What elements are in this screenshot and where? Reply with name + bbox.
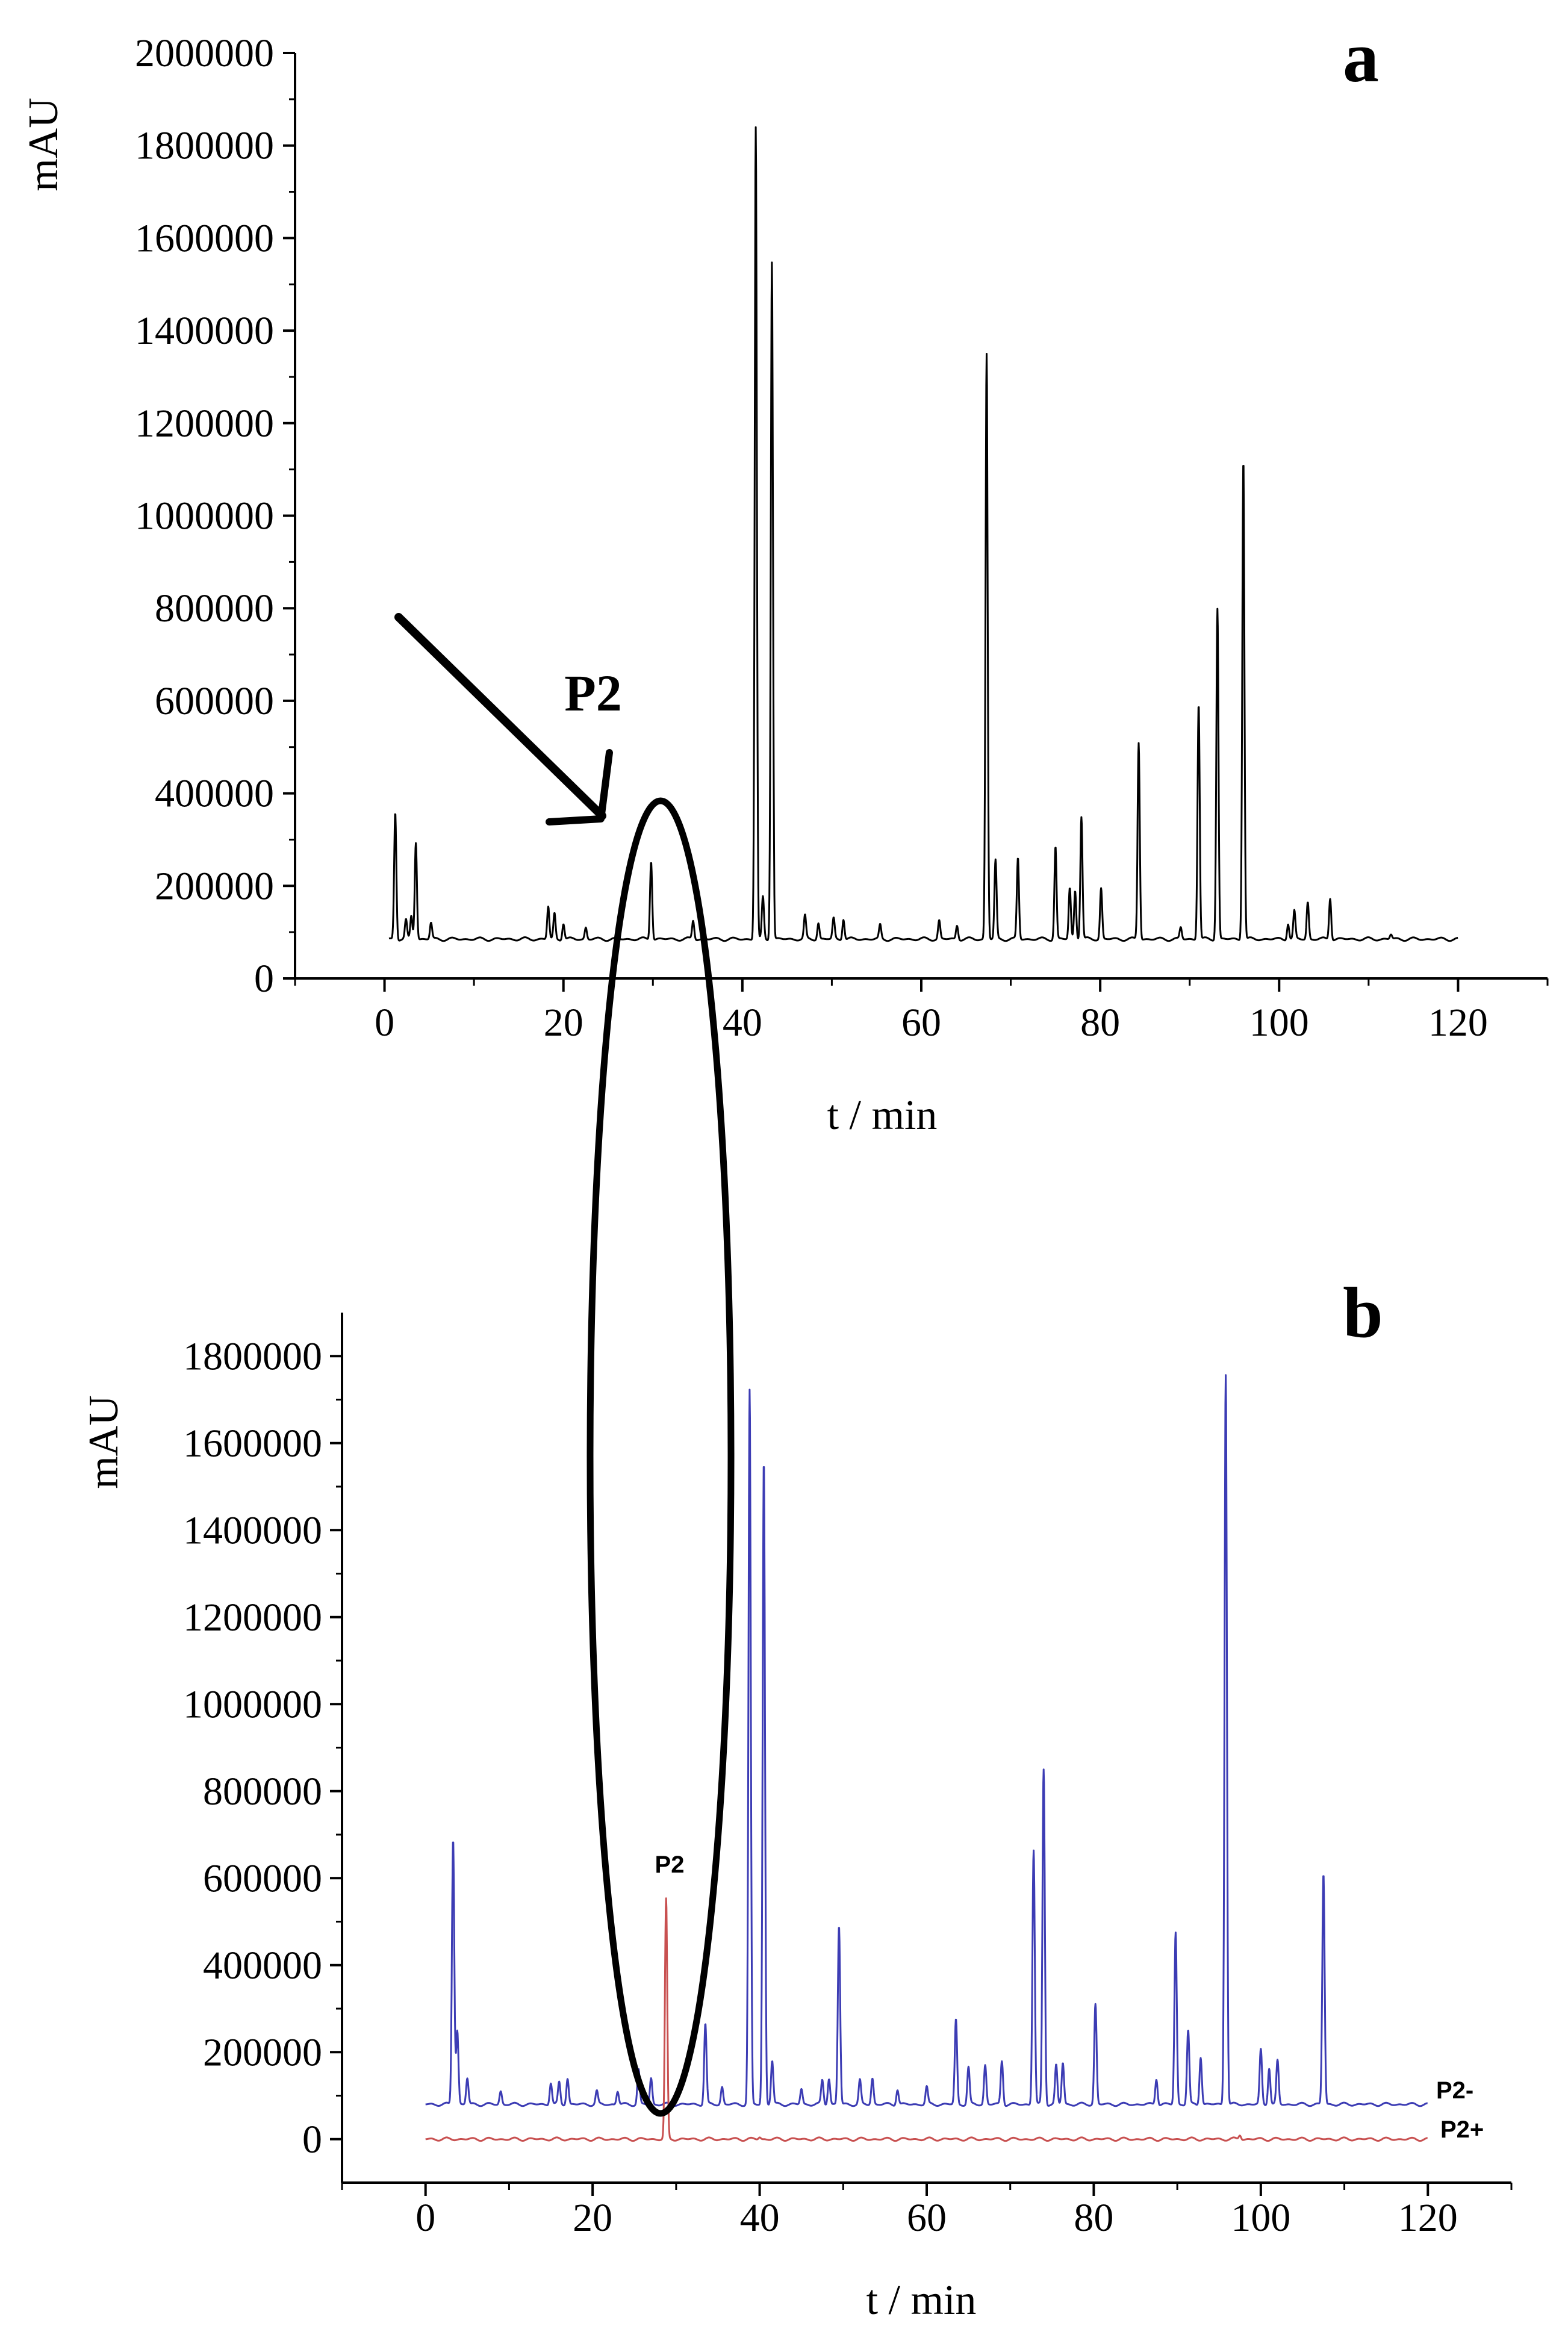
x-tick-label: 100 (1231, 2196, 1290, 2240)
x-tick-label: 0 (415, 2196, 435, 2240)
y-tick-label: 1400000 (135, 309, 274, 353)
y-tick-label: 200000 (155, 864, 274, 908)
x-tick-label: 20 (573, 2196, 612, 2240)
axes-a (294, 53, 1548, 980)
ticks-b: 0 200000 400000 600000 800000 1000000 1200000 1… (183, 1334, 1513, 2240)
ticks-a: 0 200000 400000 600000 800000 1000000 1200000 1… (135, 31, 1549, 1045)
y-tick-label: 200000 (203, 2030, 322, 2074)
p2-annotation-label-b: P2 (655, 1851, 685, 1878)
x-tick-label: 0 (375, 1001, 394, 1045)
y-tick-label: 2000000 (135, 31, 274, 75)
y-tick-label: 1000000 (183, 1682, 322, 1726)
series-trace-b-0 (425, 1374, 1428, 2107)
x-tick-label: 120 (1428, 1001, 1488, 1045)
y-tick-label: 1400000 (183, 1508, 322, 1552)
y-axis-title-b: mAU (81, 1395, 127, 1489)
chart-panel-a: 0 200000 400000 600000 800000 1000000 1200000 1… (20, 17, 1549, 1139)
series-trace-a-0 (388, 126, 1458, 942)
panel-label-a: a (1343, 17, 1379, 97)
x-axis-title-b: t / min (866, 2277, 977, 2324)
y-tick-label: 1200000 (183, 1596, 322, 1640)
x-tick-label: 60 (907, 2196, 947, 2240)
y-tick-label: 1800000 (183, 1334, 322, 1378)
y-tick-label: 800000 (155, 586, 274, 630)
y-tick-label: 0 (254, 957, 274, 1001)
axes-b (341, 1313, 1511, 2184)
panel-label-b: b (1343, 1272, 1383, 1352)
y-tick-label: 1600000 (183, 1422, 322, 1466)
traces-b (425, 1374, 1428, 2142)
traces-a (388, 126, 1458, 942)
x-tick-label: 100 (1249, 1001, 1309, 1045)
x-tick-label: 40 (740, 2196, 780, 2240)
series-trace-b-1 (425, 1897, 1428, 2142)
x-tick-label: 80 (1074, 2196, 1113, 2240)
y-tick-label: 800000 (203, 1770, 322, 1814)
x-tick-label: 80 (1080, 1001, 1120, 1045)
y-tick-label: 1200000 (135, 402, 274, 446)
series-label-p2-minus: P2- (1436, 2077, 1473, 2104)
y-axis-title-a: mAU (20, 98, 67, 191)
y-tick-label: 600000 (203, 1856, 322, 1900)
p2-highlight-ellipse (586, 797, 735, 2117)
y-tick-label: 1000000 (135, 494, 274, 538)
x-tick-label: 120 (1398, 2196, 1458, 2240)
x-axis-title-a: t / min (827, 1092, 938, 1139)
arrow-shaft (394, 613, 606, 820)
chart-panel-b: 0 200000 400000 600000 800000 1000000 1200000 1… (81, 1272, 1513, 2324)
y-tick-label: 400000 (203, 1944, 322, 1988)
arrow-head (546, 749, 613, 825)
y-tick-label: 1800000 (135, 124, 274, 168)
x-tick-label: 60 (901, 1001, 941, 1045)
p2-arrow-annotation: P2 (394, 613, 622, 825)
series-label-p2-plus: P2+ (1440, 2116, 1484, 2143)
y-tick-label: 600000 (155, 679, 274, 723)
x-tick-label: 20 (544, 1001, 583, 1045)
y-tick-label: 0 (302, 2118, 322, 2162)
y-tick-label: 1600000 (135, 216, 274, 260)
x-tick-label: 40 (723, 1001, 762, 1045)
y-tick-label: 400000 (155, 772, 274, 816)
p2-annotation-label-a: P2 (564, 664, 622, 722)
